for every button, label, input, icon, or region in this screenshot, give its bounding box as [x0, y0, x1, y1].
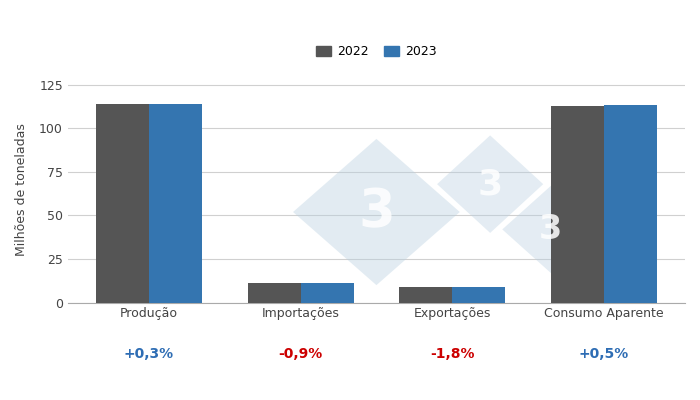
Text: +0,5%: +0,5% [579, 347, 629, 361]
Y-axis label: Milhões de toneladas: Milhões de toneladas [15, 123, 28, 256]
Bar [452, 287, 505, 302]
Bar [248, 283, 300, 302]
Bar [149, 104, 202, 302]
Polygon shape [503, 186, 599, 273]
Text: -1,8%: -1,8% [430, 347, 475, 361]
Text: -0,9%: -0,9% [279, 347, 323, 361]
Text: 3: 3 [477, 167, 503, 201]
Bar [551, 106, 604, 302]
Text: 3: 3 [539, 213, 562, 246]
Bar [300, 284, 354, 302]
Text: 3: 3 [358, 186, 395, 238]
Bar [399, 287, 452, 302]
Text: +0,3%: +0,3% [124, 347, 174, 361]
Polygon shape [437, 135, 543, 233]
Bar [96, 104, 149, 302]
Polygon shape [293, 139, 460, 285]
Bar [604, 105, 657, 302]
Legend: 2022, 2023: 2022, 2023 [312, 42, 440, 62]
